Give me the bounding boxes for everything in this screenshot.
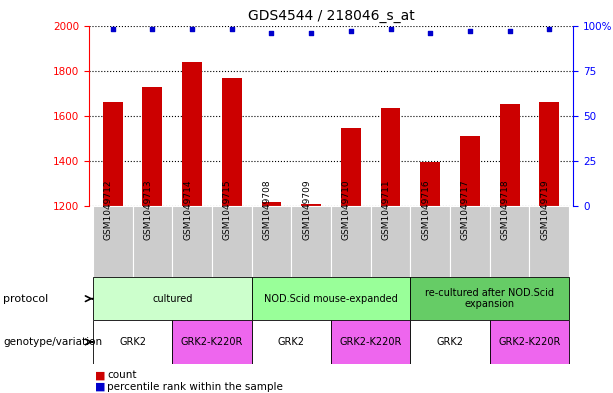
- Bar: [291, 206, 331, 277]
- Text: GRK2: GRK2: [436, 337, 463, 347]
- Bar: [331, 320, 411, 364]
- Text: GSM1049708: GSM1049708: [262, 180, 272, 240]
- Point: [108, 26, 118, 32]
- Text: ■: ■: [95, 382, 105, 392]
- Point: [544, 26, 554, 32]
- Point: [425, 29, 435, 36]
- Bar: [411, 320, 490, 364]
- Bar: [450, 206, 490, 277]
- Text: re-cultured after NOD.Scid
expansion: re-cultured after NOD.Scid expansion: [425, 288, 554, 309]
- Bar: [172, 206, 212, 277]
- Bar: [381, 108, 400, 206]
- Text: count: count: [107, 370, 137, 380]
- Title: GDS4544 / 218046_s_at: GDS4544 / 218046_s_at: [248, 9, 414, 23]
- Bar: [460, 136, 480, 206]
- Text: genotype/variation: genotype/variation: [3, 337, 102, 347]
- Point: [267, 29, 276, 36]
- Text: GSM1049714: GSM1049714: [183, 180, 192, 240]
- Bar: [142, 86, 162, 206]
- Bar: [421, 162, 440, 206]
- Bar: [93, 320, 172, 364]
- Bar: [301, 204, 321, 206]
- Bar: [262, 202, 281, 206]
- Text: GRK2-K220R: GRK2-K220R: [340, 337, 402, 347]
- Text: GSM1049716: GSM1049716: [421, 180, 430, 240]
- Bar: [539, 102, 559, 206]
- Text: cultured: cultured: [152, 294, 192, 304]
- Text: GRK2: GRK2: [119, 337, 146, 347]
- Text: NOD.Scid mouse-expanded: NOD.Scid mouse-expanded: [264, 294, 398, 304]
- Text: percentile rank within the sample: percentile rank within the sample: [107, 382, 283, 392]
- Text: GSM1049715: GSM1049715: [223, 180, 232, 240]
- Bar: [251, 277, 411, 320]
- Bar: [182, 62, 202, 206]
- Bar: [251, 206, 291, 277]
- Text: GSM1049712: GSM1049712: [104, 180, 113, 240]
- Text: GSM1049709: GSM1049709: [302, 180, 311, 240]
- Bar: [251, 320, 331, 364]
- Text: GSM1049718: GSM1049718: [501, 180, 509, 240]
- Bar: [490, 206, 530, 277]
- Bar: [93, 277, 251, 320]
- Text: GRK2-K220R: GRK2-K220R: [181, 337, 243, 347]
- Text: GRK2: GRK2: [278, 337, 305, 347]
- Bar: [132, 206, 172, 277]
- Text: protocol: protocol: [3, 294, 48, 304]
- Bar: [411, 206, 450, 277]
- Bar: [530, 206, 569, 277]
- Bar: [103, 102, 123, 206]
- Bar: [341, 129, 361, 206]
- Text: GSM1049713: GSM1049713: [143, 180, 153, 240]
- Point: [306, 29, 316, 36]
- Bar: [411, 277, 569, 320]
- Bar: [172, 320, 251, 364]
- Point: [346, 28, 356, 34]
- Bar: [331, 206, 371, 277]
- Point: [465, 28, 475, 34]
- Text: GSM1049711: GSM1049711: [381, 180, 390, 240]
- Bar: [93, 206, 132, 277]
- Text: GSM1049717: GSM1049717: [461, 180, 470, 240]
- Point: [187, 26, 197, 32]
- Bar: [490, 320, 569, 364]
- Bar: [371, 206, 411, 277]
- Text: GSM1049710: GSM1049710: [342, 180, 351, 240]
- Point: [504, 28, 514, 34]
- Point: [227, 26, 237, 32]
- Bar: [212, 206, 251, 277]
- Point: [148, 26, 158, 32]
- Text: GSM1049719: GSM1049719: [540, 180, 549, 240]
- Bar: [500, 103, 520, 206]
- Point: [386, 26, 395, 32]
- Text: GRK2-K220R: GRK2-K220R: [498, 337, 561, 347]
- Text: ■: ■: [95, 370, 105, 380]
- Bar: [222, 77, 242, 206]
